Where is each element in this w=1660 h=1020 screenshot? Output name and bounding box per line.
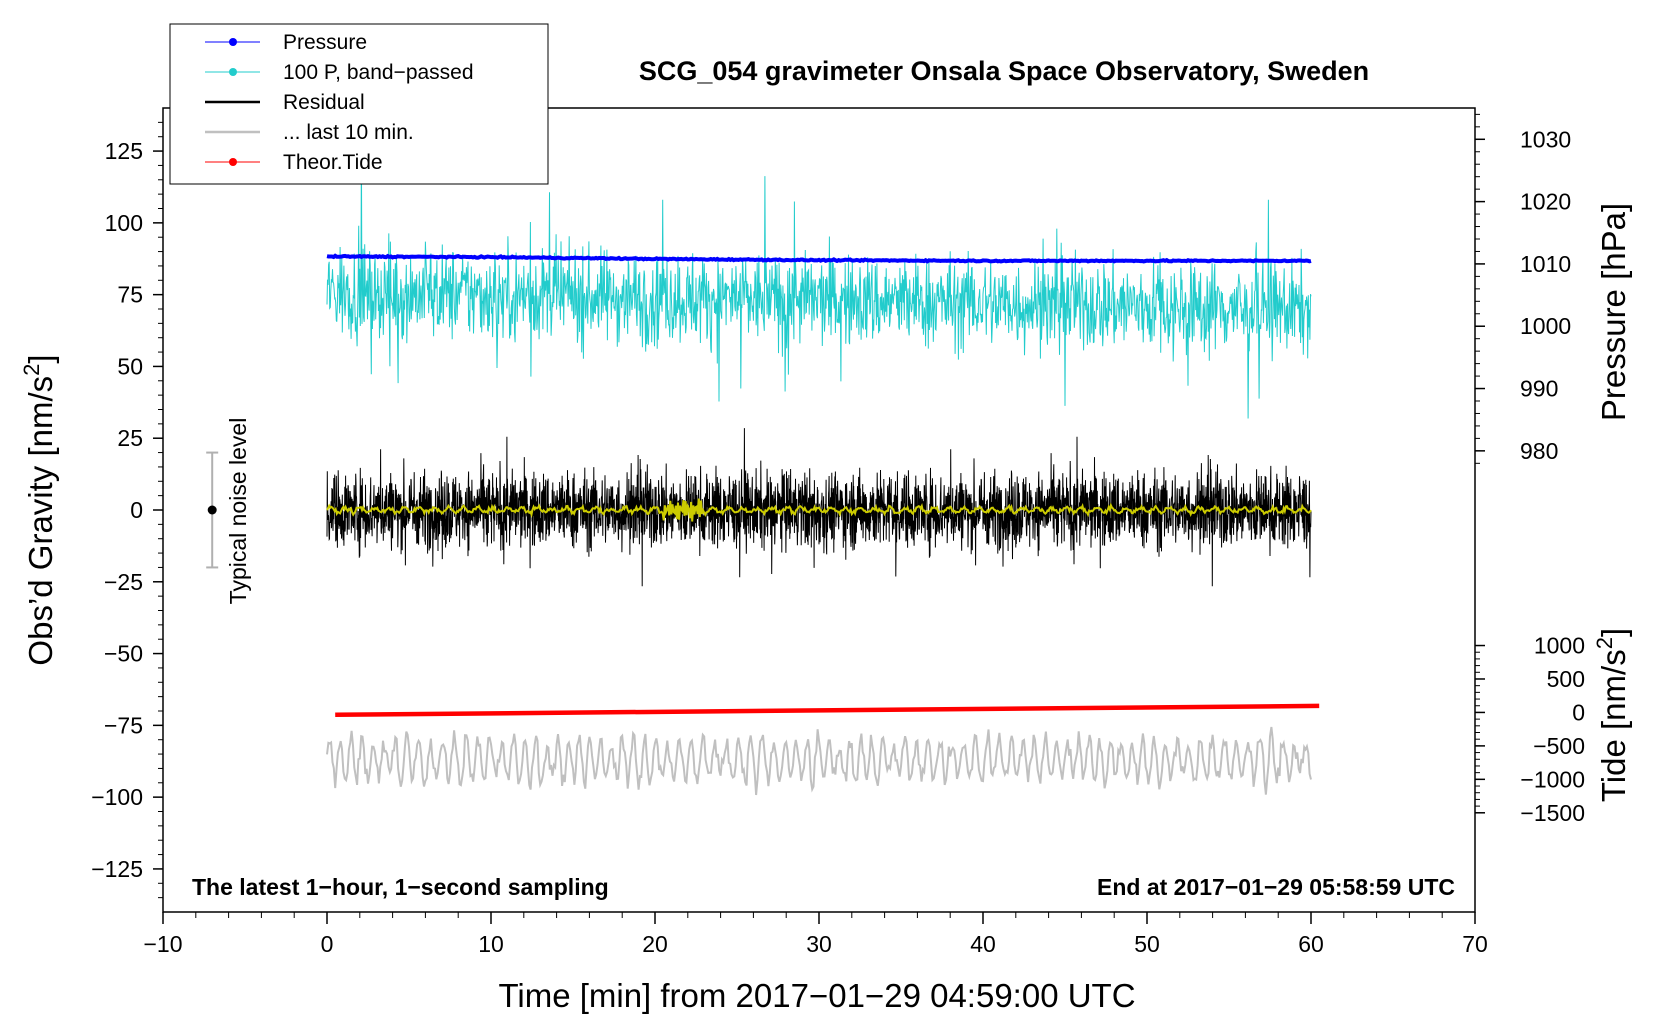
y-axis-title-tide: Tide [nm/s2] [1592, 628, 1632, 802]
pressure-tick-label: 1030 [1520, 126, 1571, 152]
tide-tick-label: −1000 [1520, 766, 1585, 792]
pressure-tick-label: 1010 [1520, 251, 1571, 277]
legend-label: ... last 10 min. [283, 121, 414, 144]
last-10-min-series [326, 726, 1312, 796]
pressure-tick-label: 990 [1520, 376, 1558, 402]
smoothed-residual-line [326, 498, 1312, 522]
pressure-tick-label: 980 [1520, 438, 1558, 464]
x-tick-label: 70 [1462, 931, 1488, 957]
y-tick-label: 100 [105, 210, 143, 236]
theor-tide-series [335, 703, 1320, 718]
noise-bar-center-dot [207, 505, 217, 515]
tide-axis-ticks: 1000 500 0 −500 −1000 −1500 [1475, 633, 1585, 826]
x-tick-label: 10 [478, 931, 504, 957]
x-tick-label: 20 [642, 931, 668, 957]
y-tick-label: 25 [117, 425, 143, 451]
y-tick-label: −125 [91, 856, 143, 882]
legend-swatch-marker [229, 158, 237, 166]
legend-box [169, 23, 549, 185]
band-passed-series [326, 146, 1312, 419]
y-axis-title-pressure: Pressure [hPa] [1595, 203, 1632, 421]
legend-label: Pressure [283, 31, 367, 54]
x-tick-label: −10 [143, 931, 182, 957]
pressure-tick-label: 1000 [1520, 313, 1571, 339]
tide-tick-label: 500 [1547, 666, 1585, 692]
theor-tide-line [335, 703, 1320, 718]
tide-tick-label: 0 [1572, 699, 1585, 725]
legend-swatch-marker [229, 68, 237, 76]
x-tick-label: 40 [970, 931, 996, 957]
y-tick-label: −25 [104, 569, 143, 595]
x-tick-label: 30 [806, 931, 832, 957]
x-tick-label: 0 [321, 931, 334, 957]
legend-label: 100 P, band−passed [283, 61, 474, 84]
noise-level-indicator [206, 451, 219, 569]
y-tick-label: 50 [117, 353, 143, 379]
tide-tick-label: −500 [1533, 733, 1585, 759]
tide-tick-label: −1500 [1520, 800, 1585, 826]
y-tick-label: 125 [105, 138, 143, 164]
tide-tick-label: 1000 [1534, 633, 1585, 659]
y-tick-label: −75 [104, 712, 143, 738]
chart-title: SCG_054 gravimeter Onsala Space Observat… [639, 56, 1369, 86]
pressure-line [326, 253, 1312, 264]
y-tick-label: −100 [91, 784, 143, 810]
y-axis-title-left: Obs’d Gravity [nm/s2] [19, 354, 59, 665]
legend-label: Theor.Tide [283, 151, 383, 174]
y-axis-ticks: 125 100 75 50 25 0 −25 −50 −75 −100 −125 [91, 121, 163, 899]
x-tick-label: 50 [1134, 931, 1160, 957]
y-tick-label: 0 [130, 497, 143, 523]
y-tick-label: −50 [104, 641, 143, 667]
band-passed-line [326, 146, 1312, 419]
last-10-min-line [326, 726, 1312, 796]
smoothed-residual-series [326, 498, 1312, 522]
x-tick-label: 60 [1298, 931, 1324, 957]
x-axis-ticks: −10 0 10 20 30 40 50 60 70 [143, 912, 1488, 957]
pressure-series [326, 253, 1312, 264]
end-time-note: End at 2017−01−29 05:58:59 UTC [1097, 874, 1455, 900]
x-axis-title: Time [min] from 2017−01−29 04:59:00 UTC [498, 977, 1135, 1014]
pressure-tick-label: 1020 [1520, 189, 1571, 215]
legend-swatch-marker [229, 38, 237, 46]
pressure-axis-ticks: 980 990 1000 1010 1020 1030 [1475, 113, 1571, 464]
y-tick-label: 75 [117, 282, 143, 308]
legend: Pressure 100 P, band−passed Residual ... la… [169, 23, 549, 185]
noise-level-label: Typical noise level [225, 418, 251, 605]
legend-label: Residual [283, 91, 365, 114]
sampling-note: The latest 1−hour, 1−second sampling [192, 874, 609, 900]
